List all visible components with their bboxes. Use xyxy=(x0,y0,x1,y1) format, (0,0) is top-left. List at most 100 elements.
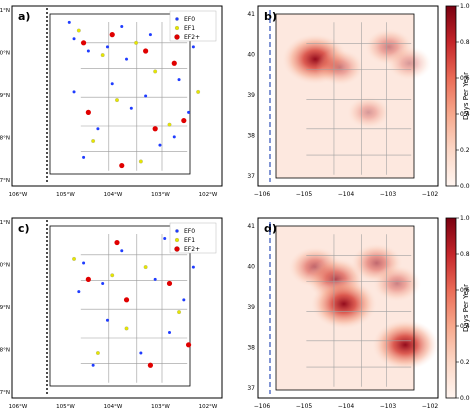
y-tick-label: 38°N xyxy=(0,348,10,354)
x-tick-label: 105°W xyxy=(56,192,75,198)
data-point-ef0 xyxy=(91,363,95,367)
x-tick-label: −105 xyxy=(296,191,313,198)
data-point-ef1 xyxy=(95,351,100,355)
colorbar-tick-label: 0.0 xyxy=(460,183,470,190)
legend-marker xyxy=(175,26,180,31)
legend-label: EF0 xyxy=(184,228,195,235)
data-point-ef0 xyxy=(125,57,129,61)
scatter-plot-c: EF0 EF1 EF2+ 106°W 105°W 104°W 103°W 102°W 37°N 3… xyxy=(0,220,218,410)
y-tick-label: 37 xyxy=(247,173,255,180)
data-point-ef0 xyxy=(72,37,76,41)
y-tick-label: 41°N xyxy=(0,8,10,14)
data-point-ef0 xyxy=(182,298,186,302)
heat-hotspot xyxy=(310,278,378,330)
colorbar-label-bottom: Days Per Year xyxy=(462,284,470,332)
data-point-ef1 xyxy=(124,326,129,331)
data-point-ef0 xyxy=(82,261,86,265)
data-point-ef2+ xyxy=(143,48,149,54)
panel-label-a: a) xyxy=(18,10,30,23)
data-point-ef2+ xyxy=(185,342,192,348)
data-point-ef2+ xyxy=(80,40,87,46)
y-tick-label: 40 xyxy=(247,264,255,271)
y-tick-label: 40 xyxy=(247,52,255,59)
legend: EF0 EF1 EF2+ xyxy=(169,222,217,254)
x-tick-label: −106 xyxy=(254,403,271,410)
y-tick-label: 38°N xyxy=(0,136,10,142)
data-point-ef0 xyxy=(144,94,148,98)
data-point-ef0 xyxy=(120,249,124,253)
data-point-ef0 xyxy=(96,127,100,131)
data-point-ef0 xyxy=(177,78,181,82)
legend-label: EF2+ xyxy=(184,34,200,41)
legend-marker xyxy=(174,34,180,40)
data-point-ef2+ xyxy=(147,362,154,368)
data-point-ef2+ xyxy=(85,109,91,115)
data-point-ef0 xyxy=(139,351,143,355)
heat-hotspot xyxy=(387,46,432,81)
legend-marker xyxy=(175,17,179,21)
data-point-ef0 xyxy=(72,90,76,94)
x-tick-label: 102°W xyxy=(199,404,218,410)
x-tick-label: −102 xyxy=(422,191,439,198)
y-tick-label: 41°N xyxy=(0,220,10,226)
data-point-ef0 xyxy=(101,281,105,285)
x-tick-label: −104 xyxy=(338,403,355,410)
y-tick-label: 38 xyxy=(247,345,255,352)
x-tick-label: 106°W xyxy=(9,404,28,410)
data-point-ef0 xyxy=(105,45,109,49)
heat-hotspot xyxy=(347,96,390,129)
x-tick-label: −106 xyxy=(254,191,271,198)
heat-hotspot xyxy=(315,49,364,86)
data-point-ef1 xyxy=(177,310,181,315)
y-tick-label: 40°N xyxy=(0,51,10,57)
data-point-ef1 xyxy=(196,89,201,94)
x-tick-label: 103°W xyxy=(151,404,170,410)
state-border xyxy=(275,225,415,391)
colorbar-tick-label: 1.0 xyxy=(460,215,470,222)
legend: EF0 EF1 EF2+ xyxy=(169,10,217,42)
data-point-ef2+ xyxy=(171,60,177,66)
y-tick-label: 41 xyxy=(247,223,255,230)
y-tick-label: 41 xyxy=(247,11,255,18)
data-point-ef0 xyxy=(172,135,176,139)
y-tick-label: 39°N xyxy=(0,305,10,311)
data-point-ef0 xyxy=(86,49,90,53)
state-border xyxy=(49,13,191,175)
heat-hotspot xyxy=(372,319,439,371)
colorbar-label-top: Days Per Year xyxy=(462,72,470,120)
legend-label: EF0 xyxy=(184,16,195,23)
heatmap-d: −106 −105 −104 −103 −102 37 38 39 40 41 0.0 0.2 0.4 0… xyxy=(247,215,469,410)
data-point-ef1 xyxy=(76,28,81,33)
colorbar-tick-label: 0.2 xyxy=(460,359,470,366)
x-tick-label: −105 xyxy=(296,403,313,410)
y-tick-label: 37°N xyxy=(0,390,10,396)
data-point-ef1 xyxy=(72,256,76,261)
data-point-ef1 xyxy=(167,122,172,127)
x-tick-label: 103°W xyxy=(151,192,170,198)
data-point-ef2+ xyxy=(181,117,187,124)
data-point-ef0 xyxy=(163,236,167,240)
data-point-ef0 xyxy=(148,33,152,37)
data-point-ef2+ xyxy=(152,126,158,132)
data-point-ef2+ xyxy=(109,32,115,38)
data-point-ef1 xyxy=(115,98,119,103)
data-point-ef0 xyxy=(191,265,195,269)
legend-label: EF1 xyxy=(184,237,195,244)
x-tick-label: −102 xyxy=(422,403,439,410)
data-point-ef0 xyxy=(129,106,133,110)
data-point-ef2+ xyxy=(166,280,173,287)
heatmap-b: −106 −105 −104 −103 −102 37 38 39 40 41 0.0 0.2 0.4 0… xyxy=(247,3,469,198)
heat-hotspot xyxy=(372,265,422,302)
y-tick-label: 39 xyxy=(247,304,255,311)
colorbar-tick-label: 0.6 xyxy=(460,287,470,294)
x-tick-label: −103 xyxy=(380,403,397,410)
panel-label-b: b) xyxy=(264,10,277,23)
x-tick-label: 104°W xyxy=(104,192,123,198)
y-tick-label: 37 xyxy=(247,385,255,392)
state-border xyxy=(275,13,415,179)
data-point-ef1 xyxy=(91,139,96,143)
data-point-ef0 xyxy=(67,20,71,24)
legend-label: EF2+ xyxy=(184,246,200,253)
data-point-ef1 xyxy=(100,53,105,58)
